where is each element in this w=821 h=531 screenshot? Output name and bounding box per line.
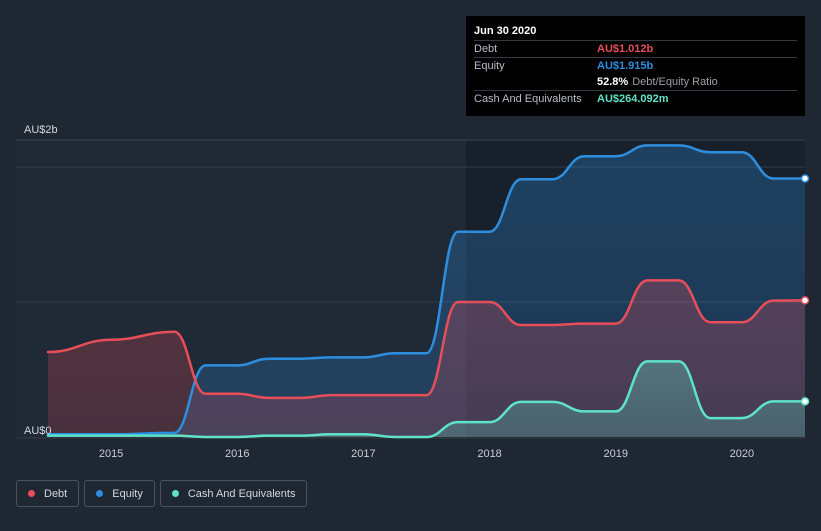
tooltip-panel: Jun 30 2020 Debt AU$1.012b Equity AU$1.9… bbox=[466, 16, 805, 116]
tooltip-cash-label: Cash And Equivalents bbox=[474, 93, 582, 105]
y-tick-label-0: AU$0 bbox=[24, 425, 52, 437]
tooltip-ratio-row: 52.8% Debt/Equity Ratio bbox=[474, 74, 797, 90]
tooltip-debt-row: Debt AU$1.012b bbox=[474, 40, 797, 57]
tooltip-date: Jun 30 2020 bbox=[474, 25, 537, 37]
area-cash bbox=[48, 361, 805, 437]
end-marker-debt bbox=[800, 296, 810, 305]
line-equity bbox=[46, 144, 807, 436]
legend-cash-label: Cash And Equivalents bbox=[187, 487, 296, 500]
legend-item-equity[interactable]: Equity bbox=[84, 480, 155, 507]
tooltip-cash-row: Cash And Equivalents AU$264.092m bbox=[474, 90, 797, 107]
tooltip-cash-value: AU$264.092m bbox=[597, 93, 669, 105]
tooltip-equity-label: Equity bbox=[474, 60, 505, 72]
end-marker-cash bbox=[800, 397, 810, 406]
y-tick-label-1: AU$2b bbox=[24, 124, 58, 136]
legend-item-debt[interactable]: Debt bbox=[16, 480, 80, 507]
chart-legend: Debt Equity Cash And Equivalents bbox=[16, 480, 312, 507]
x-tick-label-2020: 2020 bbox=[730, 448, 754, 460]
tooltip-equity-row: Equity AU$1.915b bbox=[474, 57, 797, 74]
legend-item-cash[interactable]: Cash And Equivalents bbox=[159, 480, 308, 507]
line-cash bbox=[46, 360, 807, 439]
tooltip-equity-value: AU$1.915b bbox=[597, 60, 654, 72]
x-tick-label-2017: 2017 bbox=[351, 448, 375, 460]
x-tick-label-2015: 2015 bbox=[99, 448, 123, 460]
tooltip-ratio-value: 52.8% bbox=[597, 76, 629, 88]
area-debt bbox=[48, 280, 805, 437]
line-debt bbox=[46, 279, 807, 400]
tooltip-ratio-label: Debt/Equity Ratio bbox=[632, 76, 718, 88]
end-marker-equity bbox=[800, 174, 810, 183]
x-tick-label-2016: 2016 bbox=[225, 448, 249, 460]
tooltip-debt-value: AU$1.012b bbox=[597, 43, 654, 55]
x-tick-label-2018: 2018 bbox=[477, 448, 501, 460]
tooltip-debt-label: Debt bbox=[474, 43, 498, 55]
x-tick-label-2019: 2019 bbox=[604, 448, 628, 460]
legend-debt-dot bbox=[28, 490, 35, 497]
legend-cash-dot bbox=[171, 490, 179, 497]
legend-equity-dot bbox=[96, 490, 104, 497]
legend-debt-label: Debt bbox=[44, 487, 68, 500]
legend-equity-label: Equity bbox=[112, 487, 143, 500]
